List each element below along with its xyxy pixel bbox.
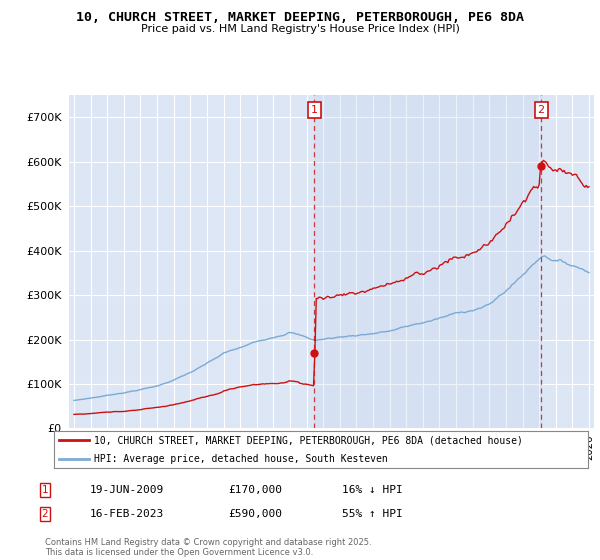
Text: 2: 2 [538,105,545,115]
Text: Price paid vs. HM Land Registry's House Price Index (HPI): Price paid vs. HM Land Registry's House … [140,24,460,34]
Text: HPI: Average price, detached house, South Kesteven: HPI: Average price, detached house, Sout… [94,454,388,464]
Text: 55% ↑ HPI: 55% ↑ HPI [342,509,403,519]
Bar [314,95,541,428]
Text: 1: 1 [311,105,318,115]
Text: 10, CHURCH STREET, MARKET DEEPING, PETERBOROUGH, PE6 8DA (detached house): 10, CHURCH STREET, MARKET DEEPING, PETER… [94,435,523,445]
Text: 19-JUN-2009: 19-JUN-2009 [90,485,164,495]
Text: 1: 1 [41,485,49,495]
Text: Contains HM Land Registry data © Crown copyright and database right 2025.
This d: Contains HM Land Registry data © Crown c… [45,538,371,557]
Text: 16% ↓ HPI: 16% ↓ HPI [342,485,403,495]
Text: 10, CHURCH STREET, MARKET DEEPING, PETERBOROUGH, PE6 8DA: 10, CHURCH STREET, MARKET DEEPING, PETER… [76,11,524,24]
Text: £590,000: £590,000 [228,509,282,519]
Text: 16-FEB-2023: 16-FEB-2023 [90,509,164,519]
Text: 2: 2 [41,509,49,519]
Text: £170,000: £170,000 [228,485,282,495]
